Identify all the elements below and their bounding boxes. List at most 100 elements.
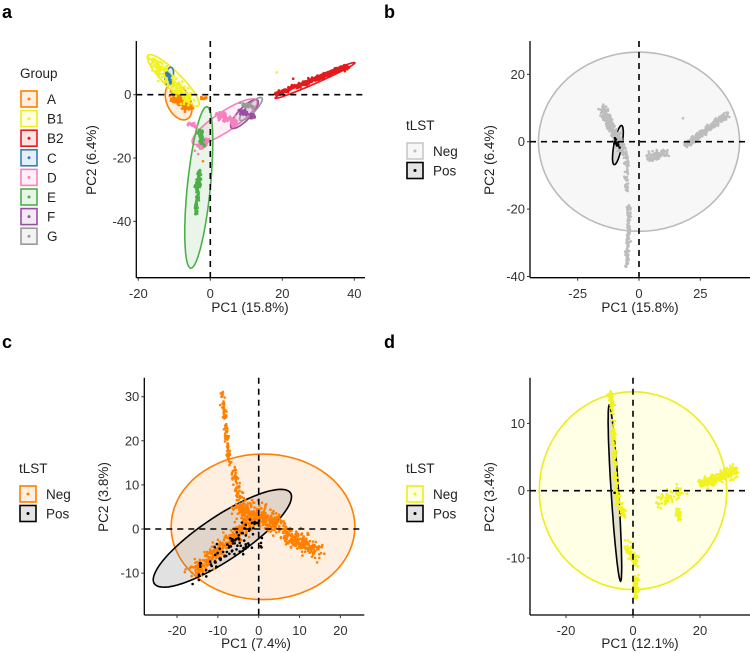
data-point-B1 xyxy=(175,77,178,80)
data-point-Neg xyxy=(620,145,624,149)
data-point-B1 xyxy=(187,94,190,97)
data-point-Neg xyxy=(195,560,199,564)
confidence-ellipse-Neg xyxy=(170,453,356,601)
data-point-Neg xyxy=(734,466,738,470)
data-point-Neg xyxy=(633,579,637,583)
data-point-Neg xyxy=(273,516,277,519)
data-point-Neg xyxy=(624,177,627,181)
data-point-Neg xyxy=(709,124,712,128)
x-tick-label: 40 xyxy=(347,286,361,301)
data-point-Neg xyxy=(629,240,633,243)
data-point-E xyxy=(193,206,197,210)
data-point-Neg xyxy=(273,528,276,532)
data-point-B1 xyxy=(161,62,164,65)
data-point-B1 xyxy=(178,83,182,86)
data-point-Neg xyxy=(240,495,244,499)
data-point-Neg xyxy=(238,508,241,511)
y-axis-title: PC2 (6.4%) xyxy=(482,125,497,195)
data-point-Neg xyxy=(670,500,674,504)
data-point-Neg xyxy=(665,152,669,155)
legend-item-B1: B1 xyxy=(20,109,64,128)
data-point-B2 xyxy=(325,71,329,74)
data-point-Neg xyxy=(614,473,618,476)
data-point-Neg xyxy=(722,468,726,471)
x-tick-label: 0 xyxy=(255,623,262,638)
data-point-B1 xyxy=(154,69,158,73)
data-point-Pos xyxy=(615,141,619,145)
data-point-Neg xyxy=(714,477,717,481)
data-point-D xyxy=(234,120,238,124)
data-point-Neg xyxy=(238,489,241,493)
data-point-Neg xyxy=(634,588,638,591)
data-point-D xyxy=(193,149,197,153)
data-point-Neg xyxy=(279,519,283,522)
data-point-Neg xyxy=(301,540,305,543)
data-point-Neg xyxy=(300,537,303,541)
data-point-Neg xyxy=(716,119,720,123)
data-point-Neg xyxy=(712,475,715,479)
data-point-Neg xyxy=(690,135,693,139)
data-point-Neg xyxy=(319,551,323,555)
data-point-Neg xyxy=(608,129,611,133)
data-point-Neg xyxy=(608,117,612,120)
data-point-Neg xyxy=(265,523,269,526)
data-point-Neg xyxy=(703,476,706,480)
data-point-B1 xyxy=(157,69,160,73)
legend-label: Pos xyxy=(46,507,70,522)
data-point-Neg xyxy=(610,418,614,422)
data-point-Neg xyxy=(735,475,739,478)
data-point-Neg xyxy=(617,491,621,494)
data-point-D xyxy=(215,111,218,115)
data-point-Neg xyxy=(612,442,615,446)
data-point-Pos xyxy=(208,569,211,573)
data-point-Neg xyxy=(623,515,627,519)
x-tick-label: 0 xyxy=(629,623,636,638)
data-point-Neg xyxy=(288,539,291,543)
data-point-Neg xyxy=(665,487,669,491)
panel-d: d -20 0 20 10 0 -10 PC1 (12.1%) PC2 (3.4%) tLST Ne… xyxy=(384,332,750,651)
data-point-Neg xyxy=(609,389,612,393)
data-point-B1 xyxy=(173,83,177,86)
legend-item-A: A xyxy=(20,90,56,108)
data-point-Neg xyxy=(637,555,641,559)
data-point-Neg xyxy=(706,123,709,127)
data-point-D xyxy=(196,144,199,148)
data-point-B2 xyxy=(291,77,295,80)
data-point-Pos xyxy=(205,575,208,578)
data-point-Pos xyxy=(232,539,235,542)
data-point-Neg xyxy=(678,507,681,511)
data-point-Neg xyxy=(605,114,608,117)
data-point-B1 xyxy=(148,57,151,61)
data-point-Neg xyxy=(719,469,722,472)
data-point-Neg xyxy=(646,154,649,158)
data-point-Neg xyxy=(234,489,238,493)
data-point-E xyxy=(203,145,206,148)
data-point-D xyxy=(207,137,211,141)
data-point-Neg xyxy=(226,442,230,445)
data-point-Neg xyxy=(633,594,636,597)
data-point-B1 xyxy=(171,89,174,92)
data-point-G xyxy=(246,103,249,106)
data-point-Neg xyxy=(248,512,251,515)
data-point-A xyxy=(173,100,177,104)
y-tick-label: -40 xyxy=(506,269,525,284)
data-point-Neg xyxy=(312,548,316,551)
plot-area xyxy=(538,389,740,600)
data-point-Neg xyxy=(211,553,215,557)
data-point-Pos xyxy=(218,547,221,550)
legend-item-Neg: Neg xyxy=(406,485,458,503)
data-point-B1 xyxy=(176,90,180,93)
data-point-Neg xyxy=(323,552,326,555)
data-point-Neg xyxy=(627,164,630,167)
data-point-Neg xyxy=(242,496,246,500)
data-point-Neg xyxy=(195,574,198,578)
data-point-B2 xyxy=(312,77,316,81)
data-point-Neg xyxy=(197,571,200,574)
data-point-Pos xyxy=(241,552,245,556)
data-point-Neg xyxy=(625,248,629,252)
data-point-Neg xyxy=(628,207,632,211)
data-point-Neg xyxy=(710,473,713,477)
data-point-Pos xyxy=(233,552,236,556)
y-axis-title: PC2 (3.4%) xyxy=(482,462,497,532)
